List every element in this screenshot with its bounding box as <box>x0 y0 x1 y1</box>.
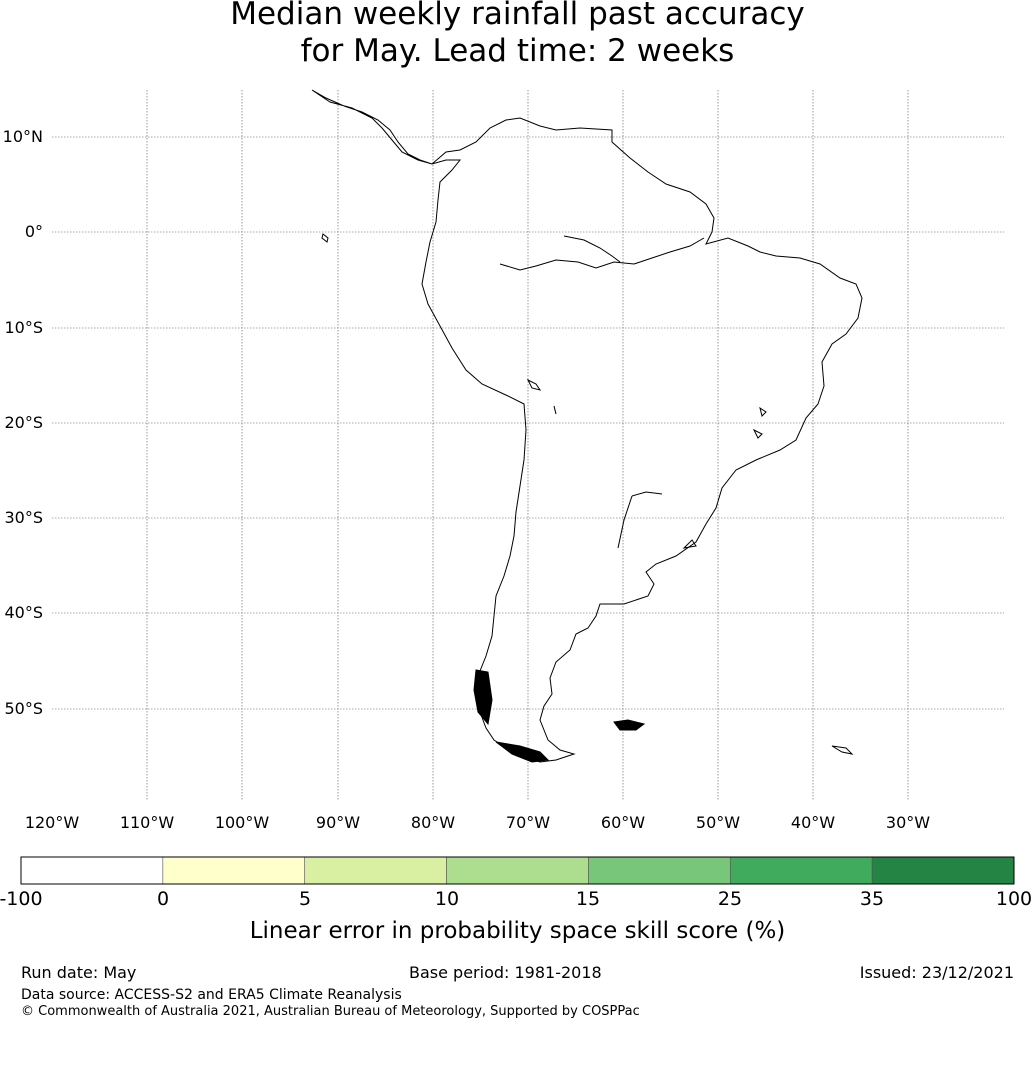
colorbar-segment-3 <box>446 856 589 885</box>
colorbar <box>20 856 1015 885</box>
lat-label-20s: 20°S <box>4 413 43 432</box>
colorbar-segment-0 <box>20 856 164 885</box>
reservoir-1 <box>759 406 767 417</box>
cb-tick-25: 25 <box>717 888 743 910</box>
lat-label-0: 0° <box>25 222 43 241</box>
colorbar-segment-5 <box>729 856 873 885</box>
data-source: Data source: ACCESS-S2 and ERA5 Climate … <box>21 987 402 1003</box>
lat-label-30s: 30°S <box>4 508 43 527</box>
tierra-del-fuego <box>495 741 550 763</box>
cb-tick-neg100: -100 <box>0 888 43 910</box>
south-georgia <box>831 745 854 755</box>
cb-tick-0: 0 <box>156 888 170 910</box>
lon-label-40w: 40°W <box>791 813 835 832</box>
map-panel: 10°N 0° 10°S 20°S 30°S 40°S 50°S 120°W 1… <box>3 89 1004 832</box>
colorbar-title: Linear error in probability space skill … <box>249 918 786 944</box>
colorbar-segment-6 <box>871 856 1015 885</box>
longitude-labels: 120°W 110°W 100°W 90°W 80°W 70°W 60°W 50… <box>25 813 930 832</box>
lagoa-dos-patos <box>682 539 697 549</box>
lon-label-70w: 70°W <box>506 813 550 832</box>
cb-tick-15: 15 <box>575 888 601 910</box>
colorbar-segment-1 <box>162 856 306 885</box>
falkland-islands <box>613 719 646 731</box>
lon-label-120w: 120°W <box>25 813 80 832</box>
amazon-river <box>499 235 705 271</box>
cb-tick-100: 100 <box>995 888 1033 910</box>
lat-label-50s: 50°S <box>4 699 43 718</box>
title-line-1: Median weekly rainfall past accuracy <box>230 0 805 32</box>
lake-titicaca <box>526 378 542 391</box>
reservoir-2 <box>752 428 763 439</box>
cb-tick-35: 35 <box>859 888 885 910</box>
colorbar-frame <box>20 856 1015 885</box>
south-america-coastline <box>311 89 863 763</box>
copyright: © Commonwealth of Australia 2021, Austra… <box>21 1004 640 1019</box>
chilean-archipelago <box>473 669 493 726</box>
lon-label-80w: 80°W <box>411 813 455 832</box>
lon-label-100w: 100°W <box>215 813 270 832</box>
lat-label-10s: 10°S <box>4 318 43 337</box>
galapagos-islands <box>321 233 329 243</box>
lon-label-110w: 110°W <box>120 813 175 832</box>
lake-poopo <box>553 405 557 415</box>
colorbar-segment-4 <box>588 856 731 885</box>
lat-label-40s: 40°S <box>4 603 43 622</box>
latitude-labels: 10°N 0° 10°S 20°S 30°S 40°S 50°S <box>3 127 43 718</box>
lon-label-30w: 30°W <box>886 813 930 832</box>
run-date: Run date: May <box>21 963 137 982</box>
cb-tick-10: 10 <box>434 888 460 910</box>
colorbar-segments <box>20 856 1015 885</box>
base-period: Base period: 1981-2018 <box>409 963 602 982</box>
parana-estuary <box>617 491 663 549</box>
issued-date: Issued: 23/12/2021 <box>859 963 1014 982</box>
lon-label-90w: 90°W <box>316 813 360 832</box>
chart-title: Median weekly rainfall past accuracy for… <box>0 0 1035 70</box>
lat-label-10n: 10°N <box>3 127 43 146</box>
title-line-2: for May. Lead time: 2 weeks <box>300 33 735 69</box>
gridlines <box>52 90 1004 800</box>
cb-tick-5: 5 <box>298 888 312 910</box>
colorbar-segment-2 <box>304 856 447 885</box>
lon-label-50w: 50°W <box>696 813 740 832</box>
lon-label-60w: 60°W <box>601 813 645 832</box>
